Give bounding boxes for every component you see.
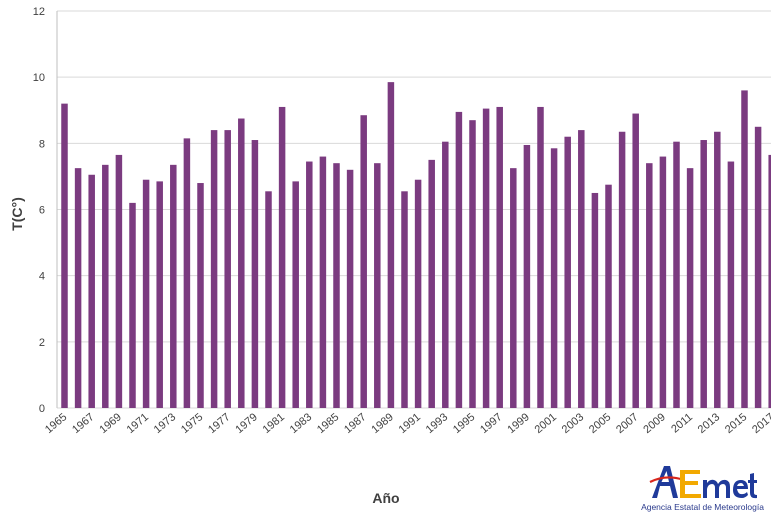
bar-2015 <box>741 90 748 408</box>
y-tick-label: 10 <box>33 72 45 84</box>
bar-1966 <box>75 168 82 408</box>
y-tick-label: 2 <box>39 337 45 349</box>
bar-1983 <box>306 162 313 408</box>
bar-1993 <box>442 142 449 408</box>
bar-1969 <box>116 155 123 408</box>
x-axis-title: Año <box>372 490 399 506</box>
bar-2008 <box>646 163 653 408</box>
bar-2005 <box>605 185 612 408</box>
bar-2016 <box>755 127 762 408</box>
x-tick-label: 2017 <box>750 411 771 436</box>
bar-2006 <box>619 132 626 408</box>
bar-1965 <box>61 104 68 408</box>
x-tick-label: 1975 <box>179 411 205 436</box>
x-tick-label: 2011 <box>669 411 695 435</box>
bar-1988 <box>374 163 381 408</box>
aemet-wordmark <box>648 462 758 502</box>
x-tick-label: 1969 <box>97 411 123 436</box>
bar-2012 <box>700 140 707 408</box>
bar-1975 <box>197 183 204 408</box>
y-tick-label: 12 <box>33 6 45 18</box>
bar-1994 <box>456 112 463 408</box>
bar-1979 <box>252 140 259 408</box>
bar-1998 <box>510 168 517 408</box>
x-tick-label: 1979 <box>233 411 259 436</box>
bar-1970 <box>129 203 136 408</box>
y-axis-title: T(C°) <box>9 197 25 231</box>
bar-2013 <box>714 132 721 408</box>
x-tick-label: 1997 <box>478 411 504 436</box>
aemet-logo: Agencia Estatal de Meteorología <box>640 462 765 518</box>
x-tick-label: 1989 <box>369 411 395 436</box>
bar-2011 <box>687 168 694 408</box>
x-tick-label: 1965 <box>43 411 69 436</box>
bar-1990 <box>401 191 408 408</box>
x-tick-label: 1991 <box>397 411 423 436</box>
bar-2009 <box>660 157 667 408</box>
bar-1985 <box>333 163 340 408</box>
bar-1973 <box>170 165 177 408</box>
x-tick-label: 1971 <box>125 411 151 436</box>
bar-2004 <box>592 193 599 408</box>
bar-1974 <box>184 138 191 408</box>
bar-1986 <box>347 170 354 408</box>
bar-1982 <box>292 181 299 408</box>
bar-1978 <box>238 119 245 408</box>
bar-1995 <box>469 120 476 408</box>
bar-2010 <box>673 142 680 408</box>
x-tick-label: 1967 <box>70 411 96 436</box>
y-tick-label: 8 <box>39 138 45 150</box>
x-tick-label: 1995 <box>451 411 477 436</box>
bar-1989 <box>388 82 395 408</box>
x-tick-label: 1983 <box>288 411 314 436</box>
x-tick-label: 2003 <box>560 411 586 436</box>
x-tick-label: 2009 <box>641 411 667 436</box>
bar-1968 <box>102 165 109 408</box>
y-tick-label: 4 <box>39 271 45 283</box>
bar-1999 <box>524 145 531 408</box>
bar-2001 <box>551 148 558 408</box>
bar-2000 <box>537 107 544 408</box>
bar-1991 <box>415 180 422 408</box>
bar-1997 <box>496 107 503 408</box>
x-tick-label: 2005 <box>587 411 613 436</box>
x-tick-label: 2001 <box>533 411 559 436</box>
bar-2003 <box>578 130 585 408</box>
bar-1984 <box>320 157 327 408</box>
x-tick-label: 1981 <box>261 411 287 436</box>
x-tick-label: 1987 <box>342 411 368 436</box>
x-tick-label: 1977 <box>206 411 232 436</box>
x-axis-ticks: 1965 1967 1969 1971 1973 1975 1977 1979 1981 1983… <box>43 411 771 436</box>
aemet-caption: Agencia Estatal de Meteorología <box>640 502 765 512</box>
y-tick-label: 0 <box>39 403 45 415</box>
x-tick-label: 1993 <box>424 411 450 436</box>
bar-2014 <box>728 162 735 408</box>
bar-1967 <box>88 175 95 408</box>
bar-1987 <box>360 115 367 408</box>
bars <box>61 82 771 408</box>
bar-1996 <box>483 109 490 408</box>
bar-1992 <box>428 160 435 408</box>
bar-1980 <box>265 191 272 408</box>
bar-1972 <box>156 181 163 408</box>
bar-1981 <box>279 107 286 408</box>
x-tick-label: 1999 <box>505 411 531 436</box>
x-tick-label: 2015 <box>723 411 749 436</box>
y-tick-label: 6 <box>39 205 45 217</box>
bar-1977 <box>224 130 231 408</box>
bar-1971 <box>143 180 150 408</box>
x-tick-label: 2013 <box>696 411 722 436</box>
x-tick-label: 1985 <box>315 411 341 436</box>
x-tick-label: 1973 <box>152 411 178 436</box>
bar-2002 <box>564 137 571 408</box>
bar-2007 <box>632 114 639 408</box>
bar-1976 <box>211 130 218 408</box>
x-tick-label: 2007 <box>614 411 640 436</box>
y-axis-ticks: 0 2 4 6 8 10 12 <box>33 6 45 415</box>
